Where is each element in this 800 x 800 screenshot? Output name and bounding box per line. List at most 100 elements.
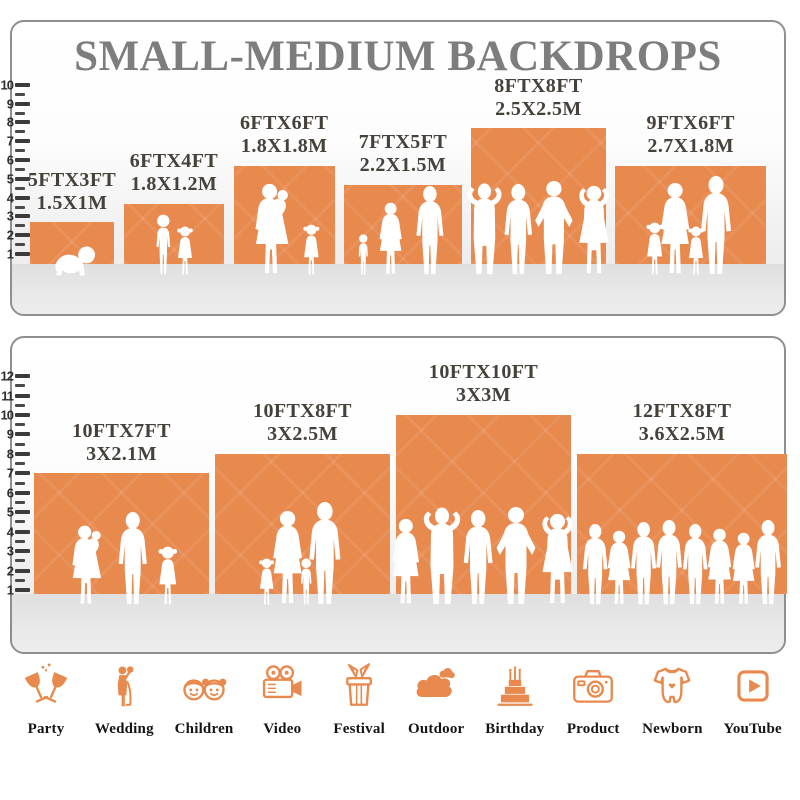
size-m-label: 3X3M [456,384,511,407]
ruler-tick-minor [15,243,25,247]
ruler-number: 6 [6,152,14,168]
category-label: Outdoor [408,721,465,737]
ruler-number: 7 [6,465,14,481]
ruler-number: 1 [6,246,14,262]
party-icon-box [21,658,71,714]
ruler-number: 10 [0,407,14,423]
festival-icon [334,661,384,711]
category-children: Children [175,658,234,738]
man-silhouette [695,176,737,276]
category-label: Newborn [642,721,703,737]
backdrop-size-label: 6FTX6FT 1.8X1.8M [240,112,328,158]
woman-armsup-silhouette [571,184,617,276]
category-festival: Festival [331,658,387,738]
ruler-tick-minor [15,423,25,427]
people-silhouettes [615,176,766,276]
size-m-label: 3X2.5M [267,423,338,446]
ruler-tick-minor [15,111,25,115]
ruler-tick-major [15,82,30,87]
category-label: Party [27,721,65,737]
ruler-tick-minor [15,167,25,171]
size-ft-label: 7FTX5FT [358,131,448,154]
ruler-tick-major [15,432,30,437]
category-video: Video [254,658,310,738]
backdrop-size-label: 12FTX8FT 3.6X2.5M [633,400,732,446]
ruler-number: 4 [6,190,14,206]
ruler-tick-minor [15,462,25,466]
ruler-number: 2 [6,563,14,579]
ground [12,264,784,314]
size-ft-label: 10FTX10FT [428,361,539,384]
ruler-tick-minor [15,149,25,153]
ruler-tick-minor [15,578,25,582]
ruler-number: 8 [6,114,14,130]
wedding-icon-box [99,658,149,714]
ruler-number: 8 [6,446,14,462]
backdrop-size-label: 6FTX4FT 1.8X1.2M [130,150,218,196]
ruler-tick-major [15,233,30,238]
youtube-icon [728,661,778,711]
product-icon-box [568,658,618,714]
ruler-tick-major [15,568,30,573]
size-ft-label: 9FTX6FT [646,112,735,135]
ruler-number: 3 [6,543,14,559]
ruler-tick-major [15,412,30,417]
man-silhouette [113,512,153,606]
video-icon-box [257,658,307,714]
ruler-tick-major [15,451,30,456]
size-m-label: 1.5X1M [36,191,108,214]
category-label: Birthday [485,721,545,737]
category-party: Party [18,658,74,738]
size-ft-label: 10FTX7FT [72,419,171,442]
size-ft-label: 10FTX8FT [253,400,352,423]
outdoor-icon [411,661,461,711]
category-outdoor: Outdoor [408,658,464,738]
backdrop-rect [615,166,767,264]
birthday-icon-box [490,658,540,714]
backdrop-rect [396,414,571,594]
ruler-number: 9 [6,96,14,112]
ruler-number: 1 [6,582,14,598]
ruler-number: 5 [6,504,14,520]
backdrop-size-label: 5FTX3FT 1.5X1M [28,169,116,215]
ruler-number: 9 [6,426,14,442]
woman-silhouette [374,202,407,276]
backdrop-size-label: 7FTX5FT 2.2X1.5M [359,131,447,177]
ruler-number: 12 [0,368,14,384]
category-wedding: Wedding [95,658,154,738]
size-m-label: 3.6X2.5M [638,423,726,446]
festival-icon-box [334,658,384,714]
ruler-tick-major [15,490,30,495]
people-silhouettes [124,214,225,276]
backdrop-size-label: 10FTX8FT 3X2.5M [253,400,352,446]
video-icon [257,661,307,711]
ruler-tick-major [15,120,30,125]
outdoor-icon-box [411,658,461,714]
people-silhouettes [234,182,335,276]
baby-silhouette [47,244,98,276]
ruler-tick-minor [15,539,25,543]
category-label: Festival [333,721,385,737]
backdrop-size-label: 10FTX7FT 3X2.1M [72,420,171,466]
ruler-tick-minor [15,520,25,524]
ground [12,594,784,652]
ruler-tick-major [15,393,30,398]
ruler-number: 2 [6,227,14,243]
ruler-tick-minor [15,224,25,228]
girl-silhouette [302,224,321,276]
ruler-tick-major [15,252,30,256]
ruler-tick-minor [15,130,25,134]
size-m-label: 2.5X2.5M [495,97,582,120]
size-ft-label: 5FTX3FT [27,168,117,191]
ruler-tick-major [15,101,30,106]
man-silhouette [411,186,449,276]
panel-medium-large-backdrops: 1 2 3 4 5 6 7 8 9 10 11 12 10FTX7FT 3X2.1M 10FTX8FT 3X2… [1,336,787,654]
backdrop-rect [34,473,209,594]
ruler-tick-major [15,510,30,515]
ruler-tick-minor [15,92,25,96]
ruler-tick-major [15,195,30,200]
children-icon-box [179,658,229,714]
ruler-tick-major [15,176,30,181]
size-m-label: 2.7X1.8M [647,135,734,158]
ruler-number: 5 [6,171,14,187]
